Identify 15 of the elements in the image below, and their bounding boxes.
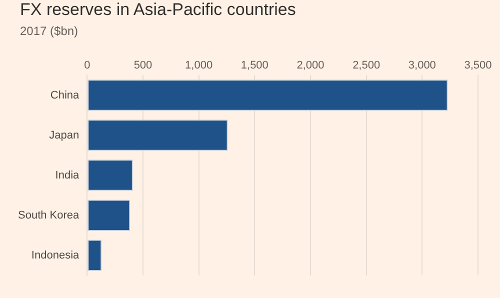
- chart-subtitle: 2017 ($bn): [20, 24, 78, 38]
- y-tick-label: China: [50, 89, 80, 102]
- chart-title: FX reserves in Asia-Pacific countries: [20, 0, 296, 20]
- x-tick-label: 1,000: [185, 60, 213, 72]
- y-tick-label: India: [55, 169, 80, 182]
- x-tick-label: 500: [134, 60, 152, 72]
- x-tick-label: 0: [84, 60, 90, 72]
- y-tick-label: South Korea: [18, 209, 80, 222]
- y-tick-label: Japan: [49, 129, 80, 142]
- y-tick-label: Indonesia: [31, 249, 80, 262]
- x-tick-label: 2,000: [296, 60, 324, 72]
- x-tick-label: 2,500: [352, 60, 380, 72]
- x-tick-label: 3,500: [464, 60, 492, 72]
- x-tick-label: 3,000: [408, 60, 436, 72]
- x-tick-label: 1,500: [240, 60, 268, 72]
